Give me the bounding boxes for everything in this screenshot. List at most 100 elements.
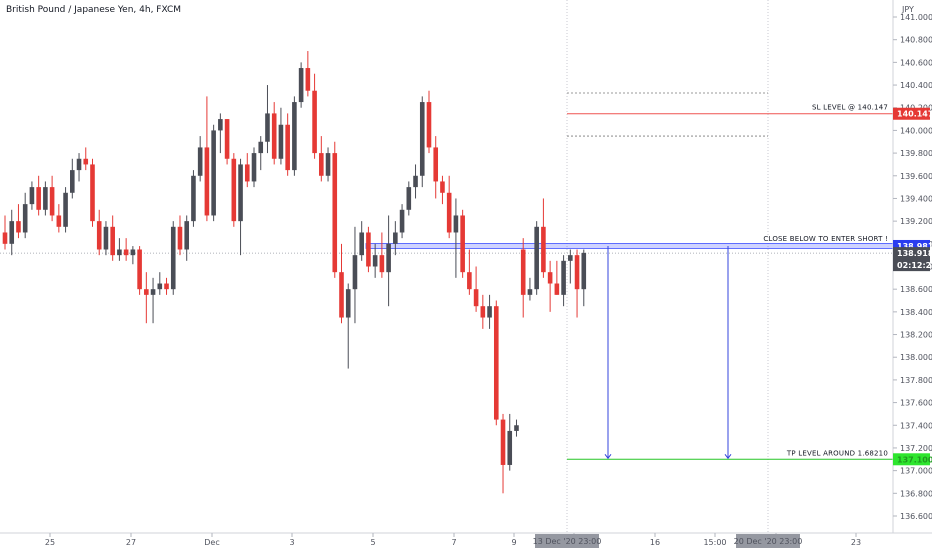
candle-bullish [568,249,573,284]
date-marker-bg [535,534,599,548]
candle-body [130,249,136,256]
price-tick-label: 140.000 [900,126,932,135]
sl-price-tag-bg [893,107,930,120]
candle-bearish [332,141,338,278]
candle-body [298,68,304,103]
chart-grid [566,0,769,533]
candle-bearish [177,215,183,256]
candle-bullish [352,226,358,324]
candle-bullish [487,294,492,329]
candle-body [345,289,351,318]
candle-bullish [386,215,391,307]
time-tick-label: 5 [370,538,375,547]
price-tick-label: 138.000 [900,353,932,362]
candle-body [265,113,270,142]
candle-body [339,272,344,318]
candle-body [419,102,425,176]
candle-bullish [534,221,539,295]
time-tick-label: 16 [650,538,660,547]
candle-bearish [493,300,499,426]
candle-bearish [285,113,290,176]
sl-price-tag: 140.147 [897,110,932,119]
candle-bullish [218,113,223,154]
candle-bearish [554,260,560,295]
candle-body [218,119,223,131]
candle-bearish [137,246,142,295]
chart-title[interactable]: British Pound / Japanese Yen, 4h, FXCM [6,5,182,15]
candle-bullish [507,413,513,471]
candle-body [258,141,264,154]
price-tick-label: 140.600 [900,58,932,67]
candle-bearish [312,73,317,159]
entry-price-tag: 138.981 [897,242,932,251]
candle-body [83,158,89,165]
candle-body [251,153,257,182]
time-axis[interactable]: 2527Dec357915:001615:00212313 Dec '20 23… [45,533,861,548]
candle-bullish [372,243,378,278]
candle-body [285,124,290,171]
candle-body [493,306,499,420]
price-tick-label: 138.600 [900,285,932,294]
candle-bullish [325,147,331,182]
candle-body [366,232,371,267]
candle-body [49,187,55,216]
candle-body [453,215,459,233]
time-tick-label: 25 [45,538,55,547]
candle-bullish [211,124,216,222]
date-marker-bg [736,534,800,548]
candle-body [96,221,102,250]
price-tick-label: 137.800 [900,376,932,385]
candle-bearish [433,136,439,199]
date-marker-label: 13 Dec '20 23:00 [533,537,602,546]
candle-body [426,102,432,148]
candle-bearish [547,260,553,312]
candle-body [177,226,183,250]
candle-body [29,187,35,205]
date-marker-label: 20 Dec '20 23:00 [734,537,803,546]
current-price-tag-bg [893,247,930,272]
price-tick-label: 140.800 [900,36,932,45]
candle-bullish [197,136,203,182]
entry-level-band [365,243,894,249]
candle-body [554,283,560,295]
candle-body [164,283,169,290]
candle-bearish [224,119,230,165]
candle-bearish [96,209,102,256]
candle-bearish [467,249,472,295]
candle-body [144,289,149,295]
candle-bullish [345,283,351,369]
candle-body [507,430,513,465]
candle-body [460,215,465,273]
candle-bullish [63,187,68,233]
candle-bullish [70,158,75,199]
candle-bullish [76,153,82,182]
candle-bullish [514,419,519,437]
candle-bearish [83,147,89,171]
candle-body [581,252,587,290]
candle-body [170,226,176,290]
candle-body [574,255,580,290]
candle-body [433,147,439,182]
price-tick-label: 137.600 [900,399,932,408]
candle-body [2,232,8,244]
candle-bullish [298,62,304,108]
candle-bullish [419,96,425,188]
candle-bearish [110,215,115,261]
price-tick-label: 140.400 [900,81,932,90]
candle-body [191,175,196,222]
candle-bearish [231,153,237,227]
candle-bearish [56,204,62,233]
candle-body [123,249,129,256]
target-arrow-head [604,453,612,460]
candle-bearish [541,198,546,278]
price-tick-label: 139.800 [900,149,932,158]
price-tick-label: 137.200 [900,444,932,453]
candle-body [150,289,156,295]
candle-bearish [460,209,465,278]
time-tick-label: 15:00 [703,538,726,547]
candle-body [211,130,216,216]
candle-body [561,260,566,295]
candlestick-series [2,51,587,494]
candle-bearish [440,175,445,205]
